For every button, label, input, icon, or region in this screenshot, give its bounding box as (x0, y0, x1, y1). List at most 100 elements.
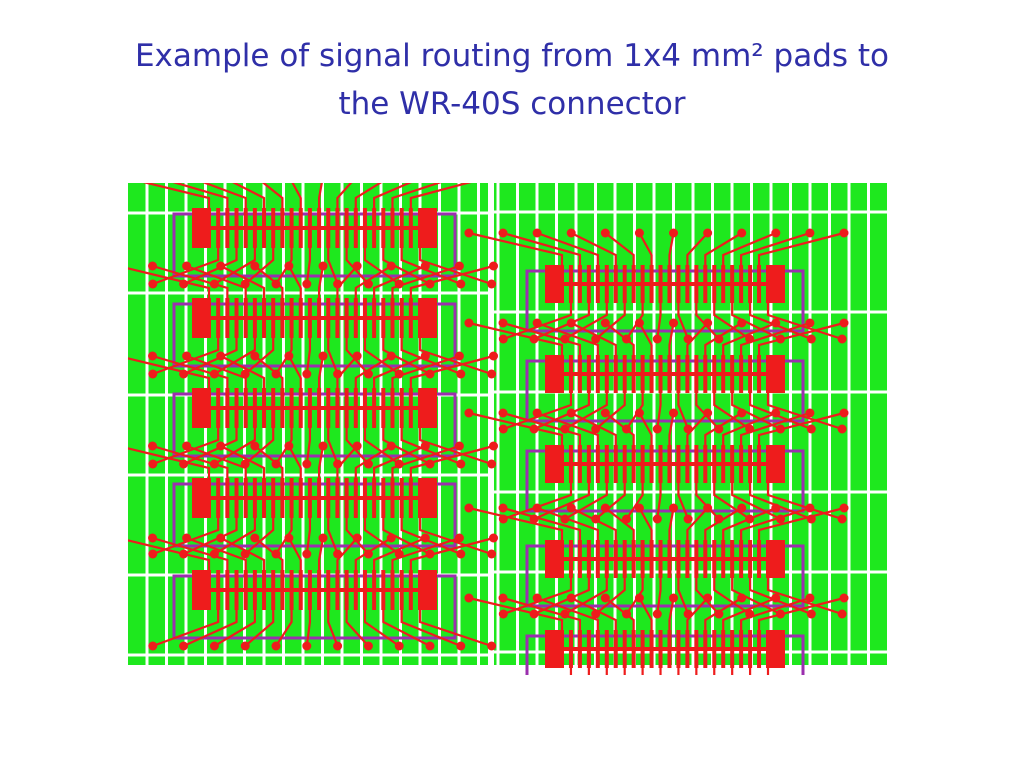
via (771, 318, 781, 328)
finger (622, 355, 627, 393)
trace (317, 355, 325, 388)
via (652, 609, 662, 619)
finger (649, 540, 654, 578)
outline (172, 574, 457, 640)
via (839, 228, 849, 238)
trace (533, 483, 590, 521)
grid-column (789, 183, 792, 665)
finger (243, 298, 248, 338)
trace (502, 411, 582, 445)
finger (225, 208, 230, 248)
finger (399, 208, 404, 248)
trace (418, 338, 492, 376)
trace (213, 518, 256, 555)
finger (568, 445, 573, 483)
finger (234, 208, 239, 248)
via (454, 351, 464, 361)
outline (525, 449, 805, 513)
finger (399, 298, 404, 338)
trace (564, 578, 608, 615)
finger (353, 570, 358, 610)
finger (667, 540, 672, 578)
trace (656, 483, 662, 520)
finger (234, 298, 239, 338)
via (182, 261, 192, 271)
bus (545, 647, 785, 651)
finger (739, 445, 744, 483)
via (284, 351, 294, 361)
finger (604, 630, 609, 668)
via (566, 318, 576, 328)
via (634, 593, 644, 603)
trace (623, 668, 626, 675)
via (771, 593, 781, 603)
trace (731, 393, 781, 430)
via (302, 641, 312, 651)
via (532, 503, 542, 513)
trace (502, 321, 582, 355)
finger (560, 445, 564, 483)
via (386, 261, 396, 271)
trace (468, 231, 564, 265)
grid-column (477, 183, 480, 665)
trace (373, 444, 426, 478)
via (387, 172, 396, 181)
finger (307, 208, 312, 248)
via (805, 593, 815, 603)
finger (694, 630, 699, 668)
via (148, 459, 158, 469)
via (216, 441, 226, 451)
trace (354, 265, 392, 298)
trace (152, 536, 229, 570)
finger (676, 540, 681, 578)
finger (631, 265, 636, 303)
via (352, 351, 362, 361)
via (363, 641, 373, 651)
trace (536, 321, 599, 355)
trace (757, 321, 845, 355)
trace (704, 322, 743, 355)
finger (577, 630, 582, 668)
trace (594, 578, 626, 615)
trace (391, 354, 460, 388)
finger (326, 570, 331, 610)
finger (721, 630, 726, 668)
finger (225, 298, 230, 338)
via (714, 424, 724, 434)
trace (128, 539, 211, 570)
trace (502, 506, 582, 540)
finger (649, 445, 654, 483)
trace (354, 183, 383, 208)
finger (344, 208, 349, 248)
trace (638, 412, 653, 445)
finger (335, 570, 340, 610)
via (148, 549, 158, 559)
trace (757, 596, 845, 630)
trace (468, 596, 564, 630)
finger (372, 208, 377, 248)
finger (586, 540, 591, 578)
trace (400, 338, 462, 376)
finger (289, 208, 294, 248)
trace (305, 248, 312, 285)
via (634, 408, 644, 418)
finger (703, 265, 708, 303)
outline (525, 359, 805, 423)
trace (391, 536, 460, 570)
via (669, 503, 679, 513)
grid-row (128, 653, 488, 657)
trace (336, 183, 353, 208)
trace (748, 668, 752, 675)
finger (757, 445, 762, 483)
via (737, 593, 747, 603)
finger (344, 388, 349, 428)
trace (722, 411, 777, 445)
via (837, 609, 847, 619)
via (566, 408, 576, 418)
via (114, 352, 123, 361)
trace (152, 354, 229, 388)
via (622, 700, 631, 709)
trace (677, 393, 690, 430)
title-line: the WR-40S connector (338, 86, 685, 122)
grid-column (321, 183, 324, 665)
